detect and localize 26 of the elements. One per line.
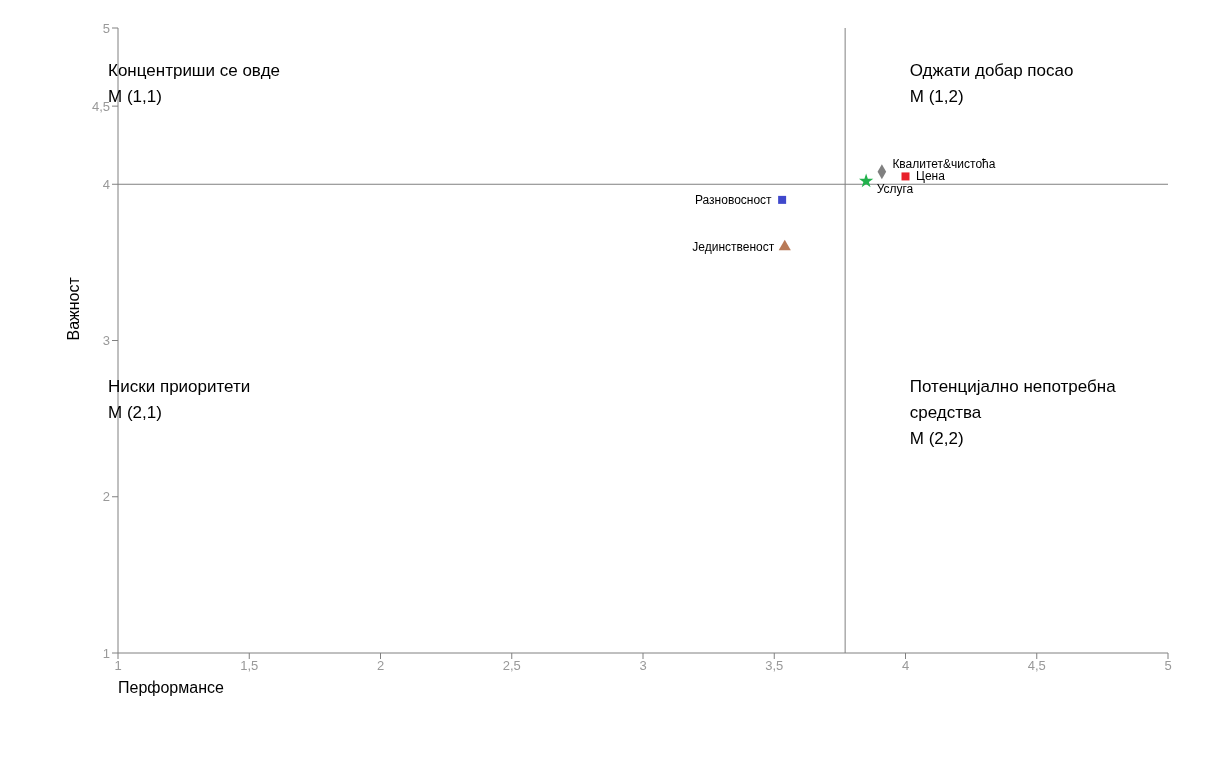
y-tick-label: 4 (102, 176, 110, 192)
annotation: Ниски приоритети М (2,1) (108, 376, 251, 425)
y-tick-label: 1 (102, 645, 110, 661)
x-tick-label: 5 (1164, 658, 1172, 674)
x-tick-label: 4 (901, 658, 910, 674)
series-label: Цена (916, 169, 946, 184)
y-tick-label: 2 (102, 489, 110, 505)
y-tick-label: 4,5 (91, 98, 110, 114)
annotation: Концентриши се овде М (1,1) (108, 60, 281, 106)
x-tick-label: 2,5 (502, 658, 521, 674)
x-axis-title: Перформансе (118, 679, 224, 696)
series-label: Квалитет&чистоћа (892, 156, 996, 171)
y-tick-label: 5 (102, 20, 110, 36)
x-tick-label: 1 (114, 658, 122, 674)
series-label: Разновосност (694, 192, 773, 207)
x-tick-label: 1,5 (240, 658, 259, 674)
x-tick-label: 3,5 (765, 658, 784, 674)
series-label: Јединственост (692, 239, 775, 254)
x-tick-label: 2 (376, 658, 385, 674)
series-label: Услуга (876, 182, 914, 197)
x-tick-label: 3 (639, 658, 647, 674)
annotation: Оджати добар посао М (1,2) (909, 60, 1074, 108)
y-tick-label: 3 (102, 333, 110, 349)
annotation: Потенцијално непотребна средства М (2,2) (909, 376, 1116, 451)
y-axis-title: Важност (64, 276, 82, 341)
x-tick-label: 4,5 (1027, 658, 1046, 674)
